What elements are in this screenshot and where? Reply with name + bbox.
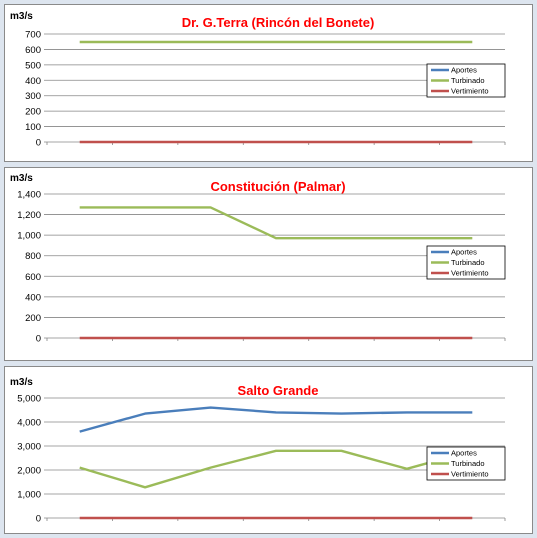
legend-label-aportes: Aportes [451,449,477,458]
y-tick-label: 300 [25,91,41,102]
chart-panel-salto-grande: 0 1,000 2,000 3,000 4,000 5,000 m3/s Salto Gran… [4,366,533,534]
y-tick-label: 1,200 [17,210,41,221]
chart-panel-terra: 0 100 200 300 400 500 600 700 m3/s Dr. G.Terra (R… [4,4,533,162]
legend-label-vertimiento: Vertimiento [451,269,489,278]
y-tick-label: 400 [25,292,41,303]
legend-label-turbinado: Turbinado [451,459,485,468]
legend-label-aportes: Aportes [451,248,477,257]
y-axis-unit-label: m3/s [10,377,33,388]
y-tick-label: 3,000 [17,442,41,453]
y-tick-label: 0 [36,514,41,525]
y-tick-label: 400 [25,76,41,87]
legend-label-turbinado: Turbinado [451,76,485,85]
y-tick-label: 600 [25,45,41,56]
legend-label-turbinado: Turbinado [451,258,485,267]
y-tick-label: 1,000 [17,231,41,242]
chart-terra: 0 100 200 300 400 500 600 700 m3/s Dr. G.Terra (R… [10,11,506,149]
y-tick-label: 2,000 [17,466,41,477]
chart-salto-grande: 0 1,000 2,000 3,000 4,000 5,000 m3/s Salto Gran… [10,377,506,525]
y-tick-label: 5,000 [17,394,41,405]
y-tick-label: 100 [25,122,41,133]
y-tick-label: 600 [25,272,41,283]
y-axis-unit-label: m3/s [10,11,33,22]
chart-title: Dr. G.Terra (Rincón del Bonete) [182,15,375,30]
series-line-aportes [79,406,473,433]
y-tick-label: 4,000 [17,418,41,429]
chart-panel-palmar: 0 200 400 600 800 1,000 1,200 1,400 m3/s Constitu… [4,167,533,361]
y-tick-label: 1,400 [17,190,41,201]
legend-label-vertimiento: Vertimiento [451,470,489,479]
chart-title: Salto Grande [238,383,319,398]
y-tick-label: 1,000 [17,490,41,501]
y-tick-label: 700 [25,30,41,41]
y-tick-label: 800 [25,251,41,262]
legend-label-vertimiento: Vertimiento [451,87,489,96]
y-tick-label: 500 [25,60,41,71]
y-tick-label: 0 [36,334,41,345]
y-tick-label: 200 [25,107,41,118]
y-tick-label: 200 [25,313,41,324]
legend-label-aportes: Aportes [451,66,477,75]
y-axis-unit-label: m3/s [10,173,33,184]
y-tick-label: 0 [36,138,41,149]
chart-title: Constitución (Palmar) [210,179,345,194]
chart-palmar: 0 200 400 600 800 1,000 1,200 1,400 m3/s Constitu… [10,173,506,345]
series-line-turbinado [79,206,473,240]
series-line-turbinado [79,449,473,489]
